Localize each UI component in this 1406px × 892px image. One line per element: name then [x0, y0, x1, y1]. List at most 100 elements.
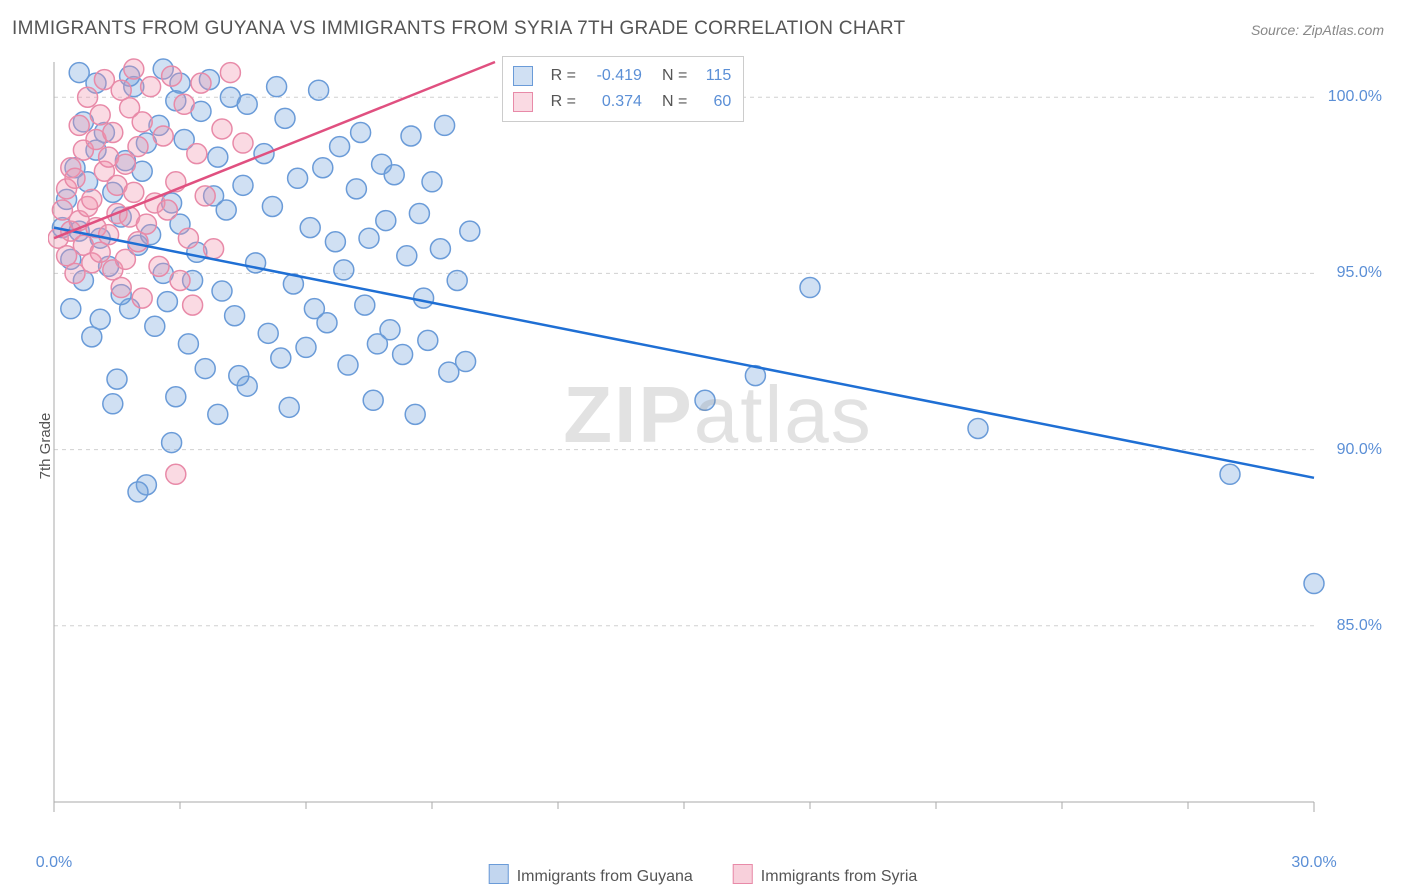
data-point: [430, 239, 450, 259]
data-point: [187, 144, 207, 164]
plot-area: ZIPatlas R =-0.419N =115R =0.374N =60 85…: [48, 52, 1388, 842]
data-point: [65, 168, 85, 188]
data-point: [107, 369, 127, 389]
chart-container: IMMIGRANTS FROM GUYANA VS IMMIGRANTS FRO…: [0, 0, 1406, 892]
data-point: [99, 225, 119, 245]
data-point: [376, 211, 396, 231]
data-point: [149, 256, 169, 276]
data-point: [338, 355, 358, 375]
data-point: [132, 112, 152, 132]
data-point: [115, 154, 135, 174]
data-point: [313, 158, 333, 178]
data-point: [82, 189, 102, 209]
data-point: [409, 204, 429, 224]
data-point: [103, 122, 123, 142]
data-point: [183, 295, 203, 315]
data-point: [128, 137, 148, 157]
data-point: [363, 390, 383, 410]
data-point: [367, 334, 387, 354]
data-point: [225, 306, 245, 326]
legend-item: Immigrants from Syria: [733, 864, 917, 886]
r-value: -0.419: [586, 67, 642, 85]
data-point: [178, 228, 198, 248]
data-point: [800, 278, 820, 298]
data-point: [78, 87, 98, 107]
data-point: [262, 196, 282, 216]
data-point: [204, 239, 224, 259]
data-point: [359, 228, 379, 248]
data-point: [288, 168, 308, 188]
data-point: [229, 366, 249, 386]
data-point: [69, 63, 89, 83]
data-point: [69, 115, 89, 135]
correlation-row: R = -0.419 N = 115: [513, 63, 732, 89]
data-point: [275, 108, 295, 128]
data-point: [401, 126, 421, 146]
r-label: R =: [551, 93, 576, 111]
data-point: [460, 221, 480, 241]
data-point: [355, 295, 375, 315]
legend-swatch: [513, 92, 533, 112]
legend-label: Immigrants from Syria: [761, 868, 917, 885]
data-point: [346, 179, 366, 199]
r-label: R =: [551, 67, 576, 85]
data-point: [174, 94, 194, 114]
data-point: [162, 66, 182, 86]
data-point: [166, 387, 186, 407]
data-point: [233, 175, 253, 195]
data-point: [170, 270, 190, 290]
data-point: [393, 344, 413, 364]
data-point: [145, 316, 165, 336]
data-point: [1220, 464, 1240, 484]
data-point: [447, 270, 467, 290]
data-point: [330, 137, 350, 157]
x-tick-label: 0.0%: [36, 854, 72, 872]
data-point: [61, 299, 81, 319]
data-point: [132, 288, 152, 308]
data-point: [115, 249, 135, 269]
data-point: [157, 292, 177, 312]
data-point: [195, 186, 215, 206]
data-point: [208, 404, 228, 424]
data-point: [968, 418, 988, 438]
x-tick-label: 30.0%: [1291, 854, 1336, 872]
data-point: [397, 246, 417, 266]
r-value: 0.374: [586, 93, 642, 111]
correlation-legend: R = -0.419 N = 115 R = 0.374 N = 60: [502, 56, 745, 122]
n-value: 60: [697, 93, 731, 111]
data-point: [90, 309, 110, 329]
data-point: [384, 165, 404, 185]
legend-swatch: [513, 66, 533, 86]
n-label: N =: [662, 67, 687, 85]
data-point: [300, 218, 320, 238]
data-point: [141, 77, 161, 97]
data-point: [124, 182, 144, 202]
n-value: 115: [697, 67, 731, 85]
data-point: [422, 172, 442, 192]
trend-line: [54, 228, 1314, 478]
n-label: N =: [662, 93, 687, 111]
data-point: [279, 397, 299, 417]
data-point: [136, 214, 156, 234]
data-point: [271, 348, 291, 368]
data-point: [351, 122, 371, 142]
data-point: [435, 115, 455, 135]
data-point: [153, 126, 173, 146]
data-point: [208, 147, 228, 167]
data-point: [405, 404, 425, 424]
data-point: [414, 288, 434, 308]
data-point: [233, 133, 253, 153]
data-point: [334, 260, 354, 280]
data-point: [695, 390, 715, 410]
data-point: [212, 281, 232, 301]
data-point: [90, 105, 110, 125]
chart-title: IMMIGRANTS FROM GUYANA VS IMMIGRANTS FRO…: [12, 18, 905, 40]
data-point: [237, 94, 257, 114]
data-point: [1304, 574, 1324, 594]
data-point: [296, 337, 316, 357]
data-point: [111, 278, 131, 298]
data-point: [178, 334, 198, 354]
correlation-row: R = 0.374 N = 60: [513, 89, 732, 115]
bottom-legend: Immigrants from GuyanaImmigrants from Sy…: [489, 864, 918, 886]
data-point: [103, 394, 123, 414]
